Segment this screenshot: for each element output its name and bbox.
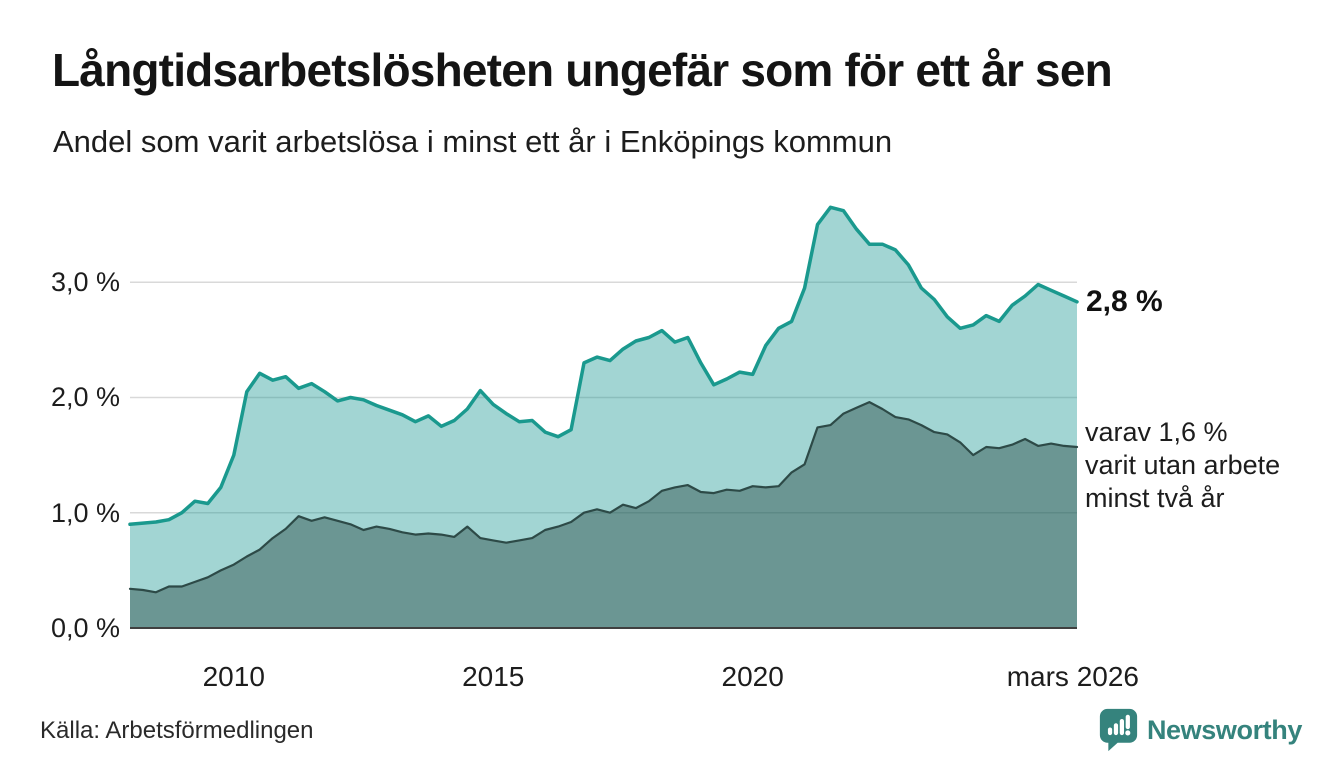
line-0 — [128, 205, 1079, 527]
brand-logo: Newsworthy — [1099, 706, 1302, 754]
y-tick-label: 1,0 % — [50, 497, 120, 528]
annotation-latest-subseries: varav 1,6 % varit utan arbete minst två … — [1085, 416, 1280, 515]
x-tick-label: 2015 — [462, 661, 525, 692]
source-note: Källa: Arbetsförmedlingen — [40, 717, 314, 744]
x-tick-label: mars 2026 — [1006, 661, 1139, 692]
chart-title: Långtidsarbetslösheten ungefär som för e… — [52, 44, 1113, 96]
area-1 — [130, 402, 1077, 628]
y-tick-label: 2,0 % — [50, 382, 120, 413]
line-1 — [128, 401, 1079, 594]
chart-subtitle: Andel som varit arbetslösa i minst ett å… — [53, 124, 893, 159]
y-tick-label: 3,0 % — [50, 267, 120, 298]
annotation-latest-total-value: 2,8 % — [1086, 285, 1163, 318]
annotation-subseries-line3: minst två år — [1085, 483, 1225, 513]
annotation-subseries-line1: varav 1,6 % — [1085, 417, 1228, 447]
x-tick-label: 2020 — [721, 661, 784, 692]
area-0 — [130, 207, 1077, 629]
annotation-subseries-line2: varit utan arbete — [1085, 450, 1281, 480]
area-chart — [128, 205, 1079, 629]
newsworthy-logo-icon — [1099, 708, 1138, 752]
y-tick-label: 0,0 % — [50, 613, 120, 643]
brand-wordmark: Newsworthy — [1146, 714, 1302, 745]
annotation-latest-total: 2,8 % — [1086, 281, 1163, 323]
x-tick-label: 2010 — [202, 661, 265, 692]
